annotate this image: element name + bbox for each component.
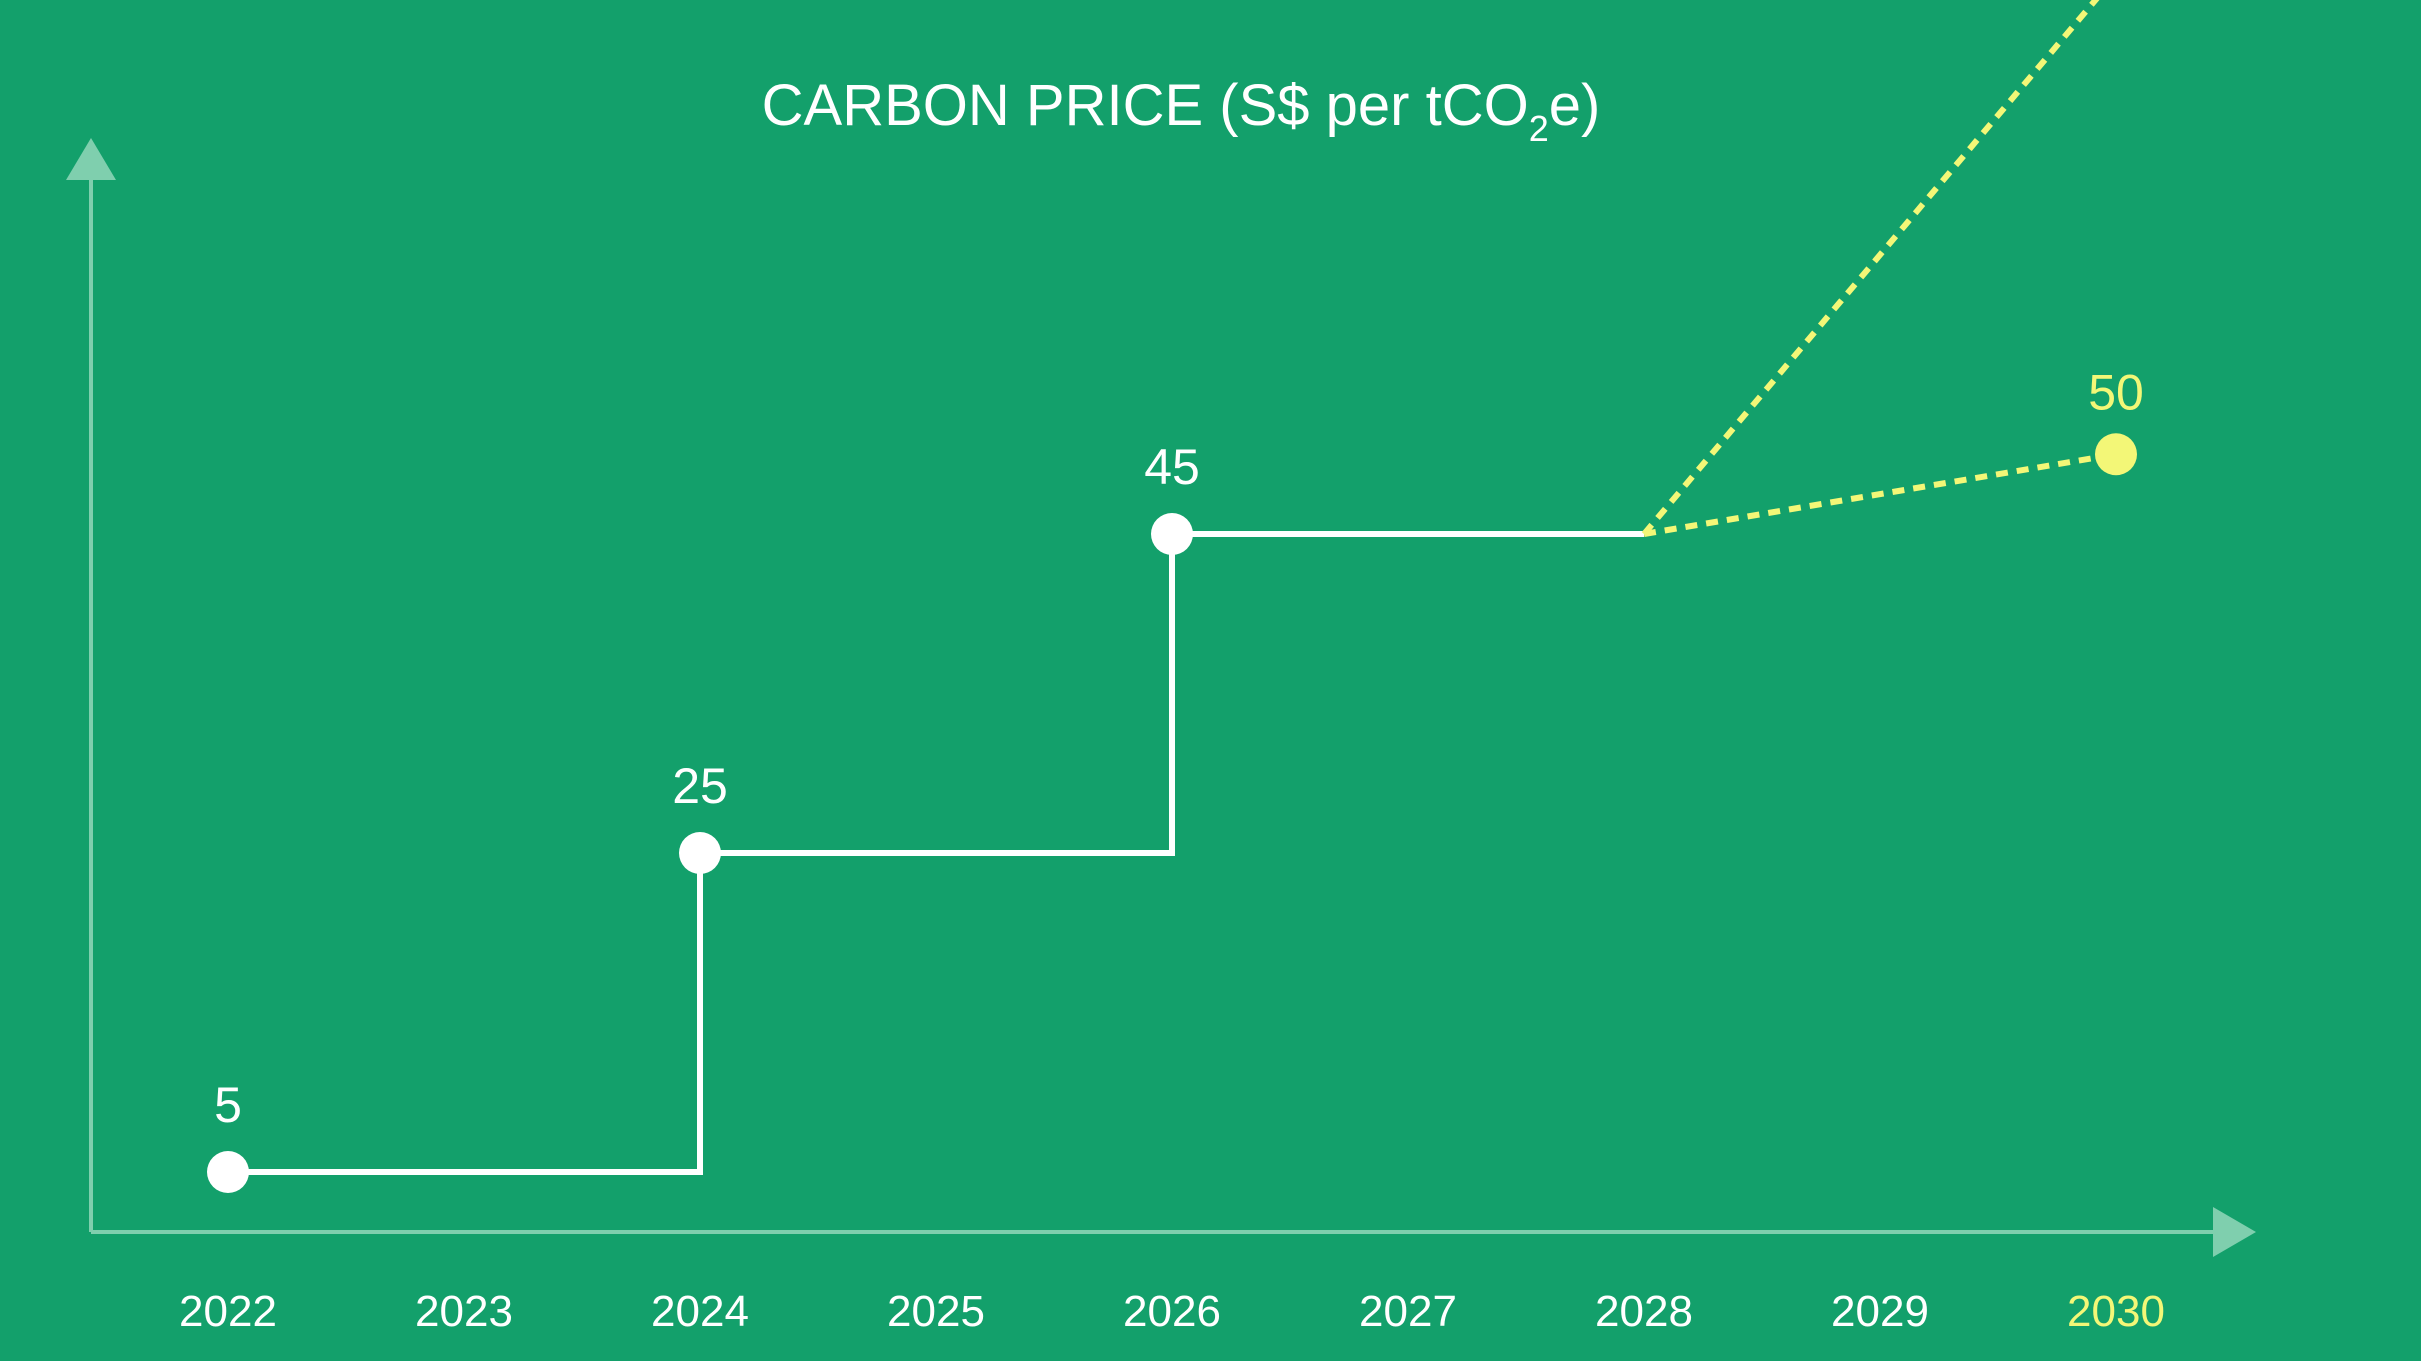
- x-tick-label-2023: 2023: [415, 1287, 513, 1336]
- series-line-projection-2: [1643, 451, 2117, 537]
- y-axis-arrow-icon: [66, 138, 116, 180]
- data-point-2024: [679, 832, 721, 874]
- data-points: [207, 433, 2137, 1193]
- chart-title-tail: e): [1549, 73, 1601, 138]
- x-axis-tick-labels: 2022 2023 2024 2025 2026 2027 2028 2029 2030: [179, 1287, 2165, 1336]
- data-label-projection-50: 50: [2088, 364, 2144, 420]
- x-tick-label-2022: 2022: [179, 1287, 277, 1336]
- x-tick-label-2027: 2027: [1359, 1287, 1457, 1336]
- chart-title-subscript: 2: [1529, 108, 1549, 149]
- x-tick-label-2024: 2024: [651, 1287, 749, 1336]
- data-point-2022: [207, 1151, 249, 1193]
- x-tick-label-2026: 2026: [1123, 1287, 1221, 1336]
- x-tick-label-2029: 2029: [1831, 1287, 1929, 1336]
- data-labels: 525458050: [214, 364, 2144, 1133]
- x-tick-label-2025: 2025: [887, 1287, 985, 1336]
- data-label-2026: 45: [1144, 439, 1200, 495]
- data-point-2026: [1151, 513, 1193, 555]
- chart-title: CARBON PRICE (S$ per tCO2e): [762, 73, 1601, 149]
- data-point-projection-50: [2095, 433, 2137, 476]
- series-line-projection-1: [1641, 0, 2100, 536]
- x-tick-label-2028: 2028: [1595, 1287, 1693, 1336]
- axes: [66, 138, 2256, 1257]
- series-line-actual: [228, 531, 1644, 1175]
- x-tick-label-2030: 2030: [2067, 1287, 2165, 1336]
- chart-title-main: CARBON PRICE (S$ per tCO: [762, 73, 1529, 138]
- data-label-2022: 5: [214, 1077, 242, 1133]
- data-label-2024: 25: [672, 758, 728, 814]
- x-axis-arrow-icon: [2213, 1207, 2256, 1257]
- series-layer: [228, 0, 2117, 1175]
